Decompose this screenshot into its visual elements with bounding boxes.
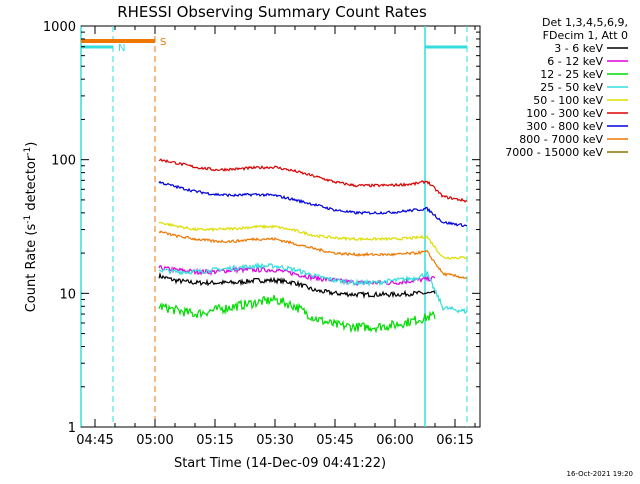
x-axis-label: Start Time (14-Dec-09 04:41:22): [174, 456, 386, 471]
night-label: N: [118, 43, 125, 54]
legend-label: 12 - 25 keV: [540, 68, 603, 81]
y-tick-label: 100: [51, 154, 76, 169]
y-axis-label-main: Count Rate (s: [24, 224, 39, 313]
series-line-4: [158, 221, 467, 260]
series-line-6: [158, 180, 468, 228]
legend-label: 6 - 12 keV: [547, 55, 603, 68]
y-axis-label-end: ): [24, 142, 39, 147]
y-axis-label-mid: detector: [24, 155, 39, 215]
x-tick-label: 04:45: [76, 433, 113, 448]
series-line-3: [158, 261, 468, 314]
x-tick-label: 05:30: [256, 433, 293, 448]
series-line-7: [158, 230, 468, 279]
chart-title: RHESSI Observing Summary Count Rates: [117, 3, 427, 21]
x-tick-label: 06:15: [436, 433, 473, 448]
legend-label: 25 - 50 keV: [540, 81, 603, 94]
x-tick-label: 05:45: [316, 433, 353, 448]
x-tick-label: 05:15: [196, 433, 233, 448]
series-line-5: [158, 158, 468, 203]
y-axis-label-sup-1: -1: [23, 215, 33, 224]
y-tick-label: 10: [59, 287, 76, 302]
legend-label: 7000 - 15000 keV: [505, 146, 603, 159]
legend-label: 100 - 300 keV: [526, 107, 603, 120]
plot-frame: [80, 25, 481, 428]
y-tick-label: 1000: [43, 20, 76, 35]
x-tick-label: 06:00: [376, 433, 413, 448]
annotations: SN: [80, 26, 468, 427]
y-axis-label: Count Rate (s-1 detector-1): [23, 142, 39, 313]
timestamp: 16-Oct-2021 19:20: [567, 470, 633, 478]
legend-label: 800 - 7000 keV: [519, 133, 603, 146]
legend: Det 1,3,4,5,6,9, FDecim 1, Att 0 3 - 6 k…: [505, 16, 628, 159]
legend-header-line-1: Det 1,3,4,5,6,9,: [542, 16, 628, 29]
series-line-0: [158, 271, 436, 300]
legend-label: 50 - 100 keV: [533, 94, 603, 107]
y-axis-label-sup-2: -1: [23, 147, 33, 156]
x-axis-ticks: 04:45 05:00 05:15 05:30 05:45 06:00 06:15: [76, 26, 476, 448]
series-line-2: [158, 294, 436, 334]
x-tick-label: 05:00: [136, 433, 173, 448]
legend-header-line-2: FDecim 1, Att 0: [543, 29, 628, 42]
y-axis-ticks: 1 10 100 1000: [43, 20, 480, 436]
saa-label: S: [160, 37, 166, 48]
y-tick-label: 1: [68, 421, 76, 436]
series-lines: [158, 158, 468, 334]
legend-label: 3 - 6 keV: [554, 42, 603, 55]
legend-label: 300 - 800 keV: [526, 120, 603, 133]
